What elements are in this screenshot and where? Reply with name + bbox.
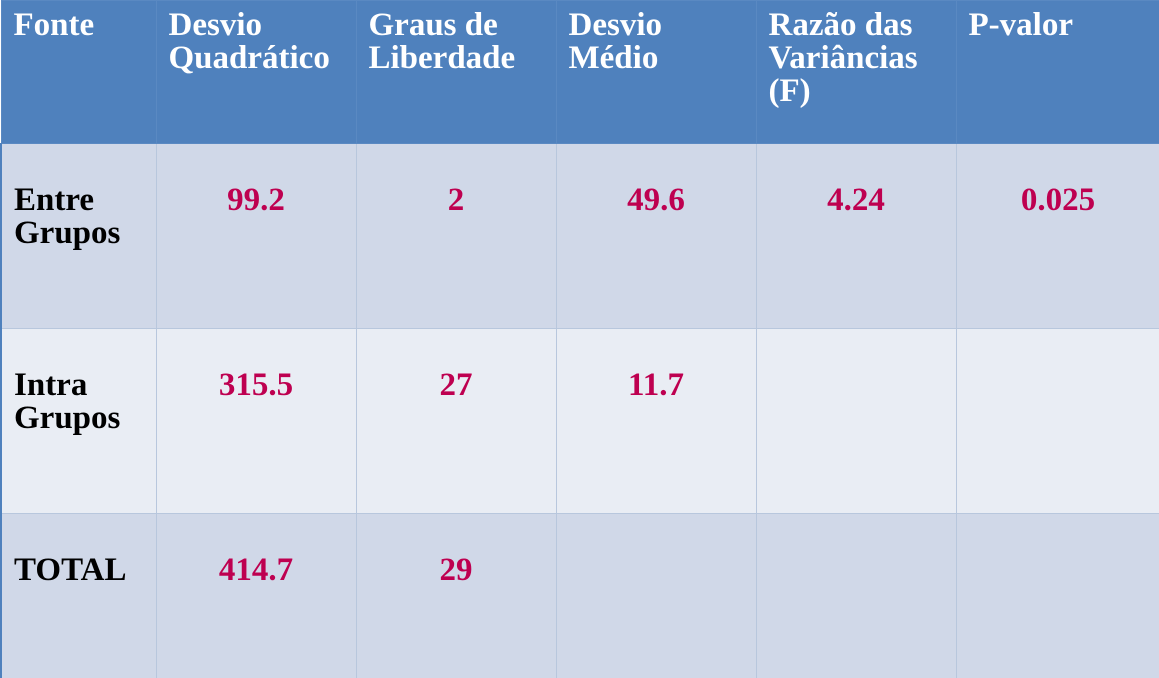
header-cell: Fonte [0, 0, 157, 144]
header-row: Fonte Desvio Quadrático Graus de Liberdade… [0, 0, 1159, 144]
row-label: Entre Grupos [0, 143, 157, 329]
header-cell: Graus de Liberdade [355, 0, 557, 144]
value-cell: 99.2 [155, 143, 357, 329]
header-cell: Razão das Variâncias (F) [755, 0, 957, 144]
empty-cell [755, 328, 957, 514]
value-cell: 27 [355, 328, 557, 514]
value-cell: 0.025 [955, 143, 1159, 329]
header-cell: P-valor [955, 0, 1159, 144]
row-label: Intra Grupos [0, 328, 157, 514]
value-cell: 414.7 [155, 513, 357, 678]
value-cell: 49.6 [555, 143, 757, 329]
value-cell: 11.7 [555, 328, 757, 514]
empty-cell [755, 513, 957, 678]
table-row: Intra Grupos 315.5 27 11.7 [0, 328, 1159, 514]
value-cell: 29 [355, 513, 557, 678]
value-cell: 4.24 [755, 143, 957, 329]
row-label: TOTAL [0, 513, 157, 678]
header-cell: Desvio Médio [555, 0, 757, 144]
empty-cell [555, 513, 757, 678]
header-cell: Desvio Quadrático [155, 0, 357, 144]
table-body: Entre Grupos 99.2 2 49.6 4.24 0.025 Intra Grup… [0, 143, 1159, 678]
table-row: TOTAL 414.7 29 [0, 513, 1159, 678]
value-cell: 2 [355, 143, 557, 329]
table-row: Entre Grupos 99.2 2 49.6 4.24 0.025 [0, 143, 1159, 329]
empty-cell [955, 328, 1159, 514]
empty-cell [955, 513, 1159, 678]
value-cell: 315.5 [155, 328, 357, 514]
